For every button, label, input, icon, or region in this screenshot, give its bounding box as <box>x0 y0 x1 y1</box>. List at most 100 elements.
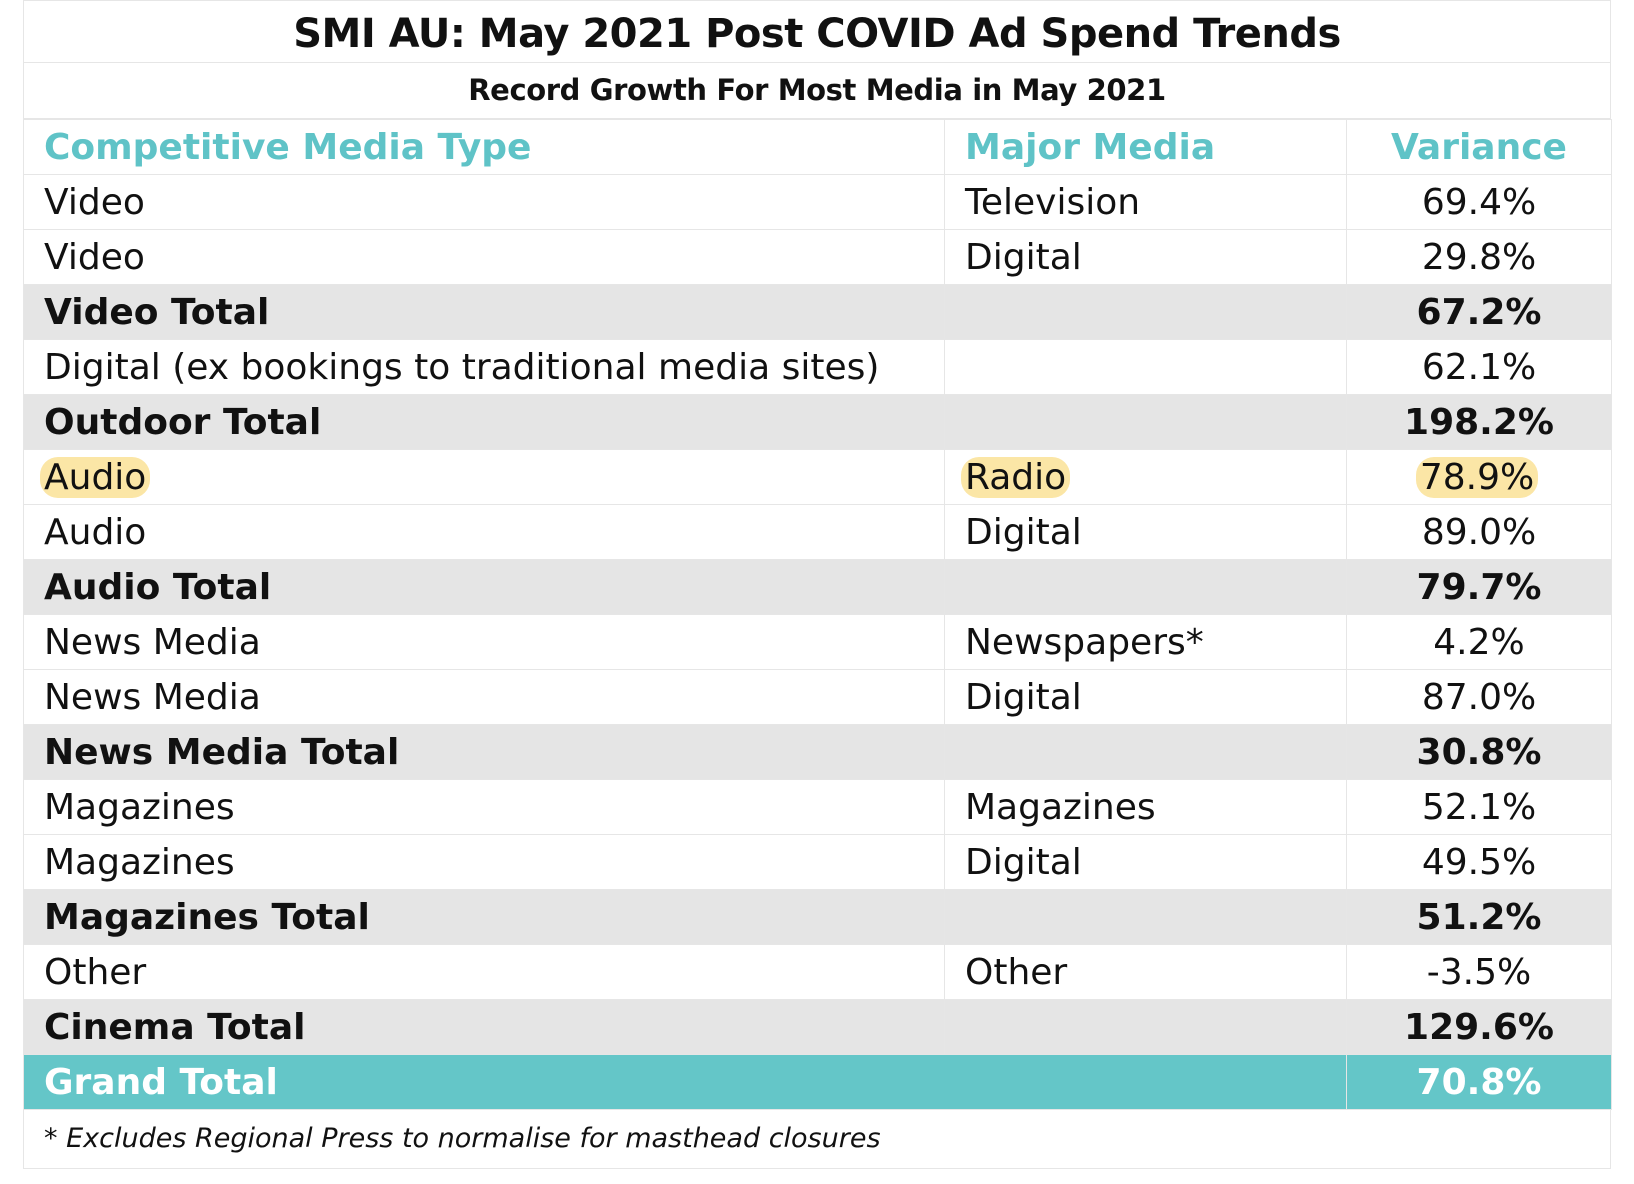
cell-variance: 87.0% <box>1346 669 1612 725</box>
table-body: Video Television 69.4% Video Digital 29.8% Vid… <box>23 174 1612 1110</box>
cell-major-media <box>944 724 1347 780</box>
cell-media-type-text: Video <box>44 236 145 278</box>
cell-media-type-text: Audio Total <box>44 566 272 608</box>
data-table-sheet: SMI AU: May 2021 Post COVID Ad Spend Tre… <box>23 0 1612 1169</box>
cell-media-type: Video <box>23 174 945 230</box>
cell-major-media <box>944 284 1347 340</box>
cell-major-media <box>944 339 1347 395</box>
cell-major-media-text: Magazines <box>965 786 1156 828</box>
cell-variance-text: 89.0% <box>1421 511 1537 553</box>
table-row: Audio Total 79.7% <box>23 559 1612 615</box>
cell-variance-text: 198.2% <box>1404 401 1554 443</box>
table-subtitle: Record Growth For Most Media in May 2021 <box>23 62 1611 119</box>
cell-variance-text: 51.2% <box>1416 896 1542 938</box>
cell-major-media-text: Television <box>965 181 1141 223</box>
header-row: Competitive Media Type Major Media Varia… <box>23 119 1612 175</box>
cell-media-type: Magazines Total <box>23 889 945 945</box>
cell-media-type-text: Magazines <box>44 841 235 883</box>
cell-variance: 70.8% <box>1346 1054 1612 1110</box>
cell-variance-text: 4.2% <box>1433 621 1525 663</box>
cell-variance-text: 69.4% <box>1421 181 1537 223</box>
cell-variance: -3.5% <box>1346 944 1612 1000</box>
cell-media-type: Other <box>23 944 945 1000</box>
cell-media-type: Outdoor Total <box>23 394 945 450</box>
cell-variance: 89.0% <box>1346 504 1612 560</box>
cell-major-media: Television <box>944 174 1347 230</box>
cell-media-type: Audio <box>23 449 945 505</box>
cell-variance-text: 52.1% <box>1421 786 1537 828</box>
cell-variance-text: 62.1% <box>1421 346 1537 388</box>
header-competitive-media-type: Competitive Media Type <box>23 119 945 175</box>
cell-variance: 78.9% <box>1346 449 1612 505</box>
cell-major-media-text: Other <box>965 951 1068 993</box>
cell-major-media-text: Digital <box>965 841 1082 883</box>
cell-media-type-text: Audio <box>44 511 147 553</box>
cell-major-media: Digital <box>944 669 1347 725</box>
cell-media-type: News Media Total <box>23 724 945 780</box>
table-row: Magazines Magazines 52.1% <box>23 779 1612 835</box>
cell-variance: 69.4% <box>1346 174 1612 230</box>
cell-media-type-text: Digital (ex bookings to traditional medi… <box>44 346 880 388</box>
table-row: News Media Total 30.8% <box>23 724 1612 780</box>
cell-major-media-text: Newspapers* <box>965 621 1204 663</box>
cell-media-type-text: Audio <box>40 456 151 498</box>
cell-major-media-text: Digital <box>965 676 1082 718</box>
cell-major-media: Magazines <box>944 779 1347 835</box>
table-row: Video Television 69.4% <box>23 174 1612 230</box>
cell-media-type: Audio Total <box>23 559 945 615</box>
table-row: Cinema Total 129.6% <box>23 999 1612 1055</box>
cell-major-media: Radio <box>944 449 1347 505</box>
cell-variance: 67.2% <box>1346 284 1612 340</box>
cell-variance: 30.8% <box>1346 724 1612 780</box>
cell-media-type-text: News Media <box>44 621 261 663</box>
cell-media-type-text: Video Total <box>44 291 270 333</box>
cell-variance: 129.6% <box>1346 999 1612 1055</box>
cell-media-type: Grand Total <box>23 1054 1347 1110</box>
cell-media-type: Video <box>23 229 945 285</box>
cell-major-media <box>944 559 1347 615</box>
cell-variance-text: 129.6% <box>1404 1006 1554 1048</box>
cell-major-media <box>944 889 1347 945</box>
cell-major-media: Digital <box>944 229 1347 285</box>
cell-variance-text: 70.8% <box>1416 1061 1542 1103</box>
cell-variance-text: -3.5% <box>1426 951 1532 993</box>
cell-variance: 52.1% <box>1346 779 1612 835</box>
cell-major-media: Digital <box>944 834 1347 890</box>
cell-media-type: News Media <box>23 669 945 725</box>
table-row: Audio Digital 89.0% <box>23 504 1612 560</box>
cell-variance: 51.2% <box>1346 889 1612 945</box>
cell-major-media <box>944 999 1347 1055</box>
table-row: Audio Radio 78.9% <box>23 449 1612 505</box>
header-major-media: Major Media <box>944 119 1347 175</box>
cell-variance: 4.2% <box>1346 614 1612 670</box>
cell-media-type-text: Outdoor Total <box>44 401 322 443</box>
cell-media-type-text: News Media Total <box>44 731 400 773</box>
ad-spend-table: Competitive Media Type Major Media Varia… <box>23 119 1612 1110</box>
cell-media-type: Cinema Total <box>23 999 945 1055</box>
cell-variance-text: 79.7% <box>1416 566 1542 608</box>
cell-media-type-text: Magazines Total <box>44 896 370 938</box>
table-title: SMI AU: May 2021 Post COVID Ad Spend Tre… <box>23 0 1611 62</box>
cell-variance-text: 29.8% <box>1421 236 1537 278</box>
cell-media-type-text: Grand Total <box>44 1061 278 1103</box>
cell-major-media-text: Radio <box>961 456 1071 498</box>
table-row: News Media Newspapers* 4.2% <box>23 614 1612 670</box>
header-variance: Variance <box>1346 119 1612 175</box>
cell-media-type: Video Total <box>23 284 945 340</box>
table-row: News Media Digital 87.0% <box>23 669 1612 725</box>
cell-media-type: News Media <box>23 614 945 670</box>
table-row: Magazines Digital 49.5% <box>23 834 1612 890</box>
cell-variance-text: 49.5% <box>1421 841 1537 883</box>
cell-variance: 29.8% <box>1346 229 1612 285</box>
cell-major-media: Newspapers* <box>944 614 1347 670</box>
cell-variance: 62.1% <box>1346 339 1612 395</box>
cell-variance-text: 67.2% <box>1416 291 1542 333</box>
cell-major-media: Digital <box>944 504 1347 560</box>
table-row: Video Digital 29.8% <box>23 229 1612 285</box>
cell-variance-text: 87.0% <box>1421 676 1537 718</box>
cell-media-type-text: Magazines <box>44 786 235 828</box>
cell-media-type-text: Cinema Total <box>44 1006 306 1048</box>
cell-media-type-text: Video <box>44 181 145 223</box>
table-row: Grand Total 70.8% <box>23 1054 1612 1110</box>
cell-variance: 79.7% <box>1346 559 1612 615</box>
